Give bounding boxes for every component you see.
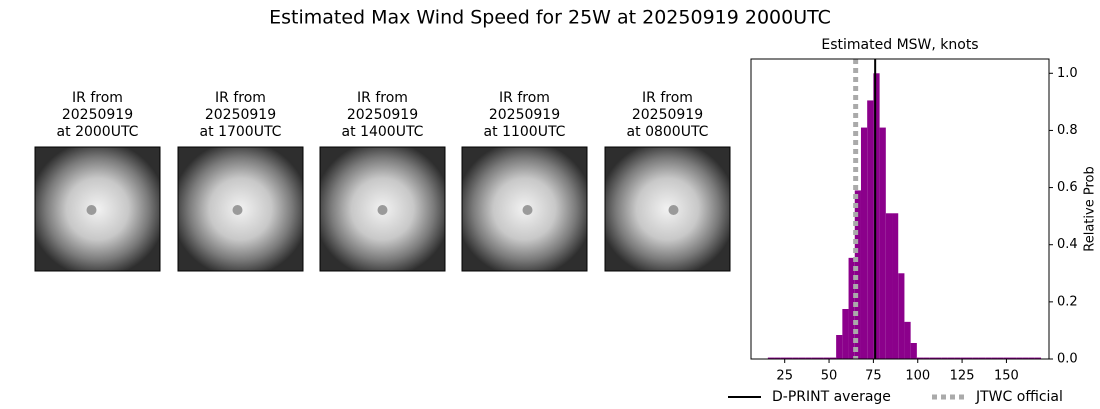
y-tick-label: 1.0	[1057, 66, 1078, 81]
hist-bar	[935, 357, 942, 359]
hist-bar	[941, 357, 948, 359]
y-tick-label: 0.8	[1057, 123, 1078, 138]
panel-label: 20250919	[632, 107, 703, 123]
hist-bar	[829, 357, 837, 359]
panel-label: 20250919	[347, 107, 418, 123]
panel-label: IR from	[499, 90, 550, 106]
panel-label: IR from	[642, 90, 693, 106]
hist-bar	[997, 357, 1004, 359]
hist-bar	[805, 357, 812, 359]
panel-label: at 1400UTC	[342, 124, 424, 140]
hist-bar	[823, 357, 830, 359]
hist-bar	[1003, 357, 1010, 359]
hist-bar	[854, 190, 861, 359]
y-tick-label: 0.6	[1057, 180, 1078, 195]
y-axis-label: Relative Prob	[1083, 166, 1098, 251]
hist-bar	[811, 357, 818, 359]
hist-bar	[947, 357, 955, 359]
y-tick-label: 0.2	[1057, 294, 1078, 309]
hist-bar	[767, 357, 775, 359]
hist-bar	[792, 357, 799, 359]
panel-label: IR from	[72, 90, 123, 106]
hist-bar	[786, 357, 793, 359]
hist-bar	[1028, 357, 1035, 359]
hist-bar	[898, 273, 905, 359]
hist-bar	[991, 357, 998, 359]
x-tick-label: 50	[821, 369, 838, 384]
hist-bar	[867, 100, 874, 359]
hist-bar	[910, 343, 917, 359]
hist-bar	[879, 127, 886, 359]
panel-label: 20250919	[62, 107, 133, 123]
figure-title: Estimated Max Wind Speed for 25W at 2025…	[269, 7, 831, 29]
x-tick-label: 100	[905, 369, 930, 384]
hist-bar	[1022, 357, 1029, 359]
hist-bar	[923, 357, 930, 359]
chart-title: Estimated MSW, knots	[821, 37, 978, 53]
ir-image	[604, 146, 731, 272]
storm-eye	[668, 205, 679, 215]
panel-label: at 1100UTC	[484, 124, 566, 140]
panel-label: IR from	[357, 90, 408, 106]
panel-label: at 1700UTC	[200, 124, 282, 140]
x-tick-label: 25	[776, 369, 793, 384]
hist-bar	[929, 357, 936, 359]
hist-bar	[978, 357, 986, 359]
y-tick-label: 0.0	[1057, 352, 1078, 367]
hist-bar	[985, 357, 992, 359]
hist-bar	[836, 335, 843, 359]
hist-bar	[966, 357, 973, 359]
storm-eye	[232, 205, 243, 215]
panel-label: 20250919	[205, 107, 276, 123]
x-tick-label: 125	[950, 369, 975, 384]
hist-bar	[774, 357, 781, 359]
storm-eye	[86, 205, 97, 215]
hist-bar	[960, 357, 967, 359]
hist-bar	[1034, 357, 1042, 359]
legend-label: D-PRINT average	[772, 389, 891, 405]
histogram: 25 50 75 100 125 150 0.0 0.2 0.4 0.6 0.8 1.0 Estimat…	[728, 37, 1098, 405]
hist-bar	[1016, 357, 1023, 359]
panel-label: 20250919	[489, 107, 560, 123]
hist-bar	[972, 357, 979, 359]
hist-bar	[798, 357, 806, 359]
hist-bar	[848, 257, 855, 359]
x-tick-label: 150	[994, 369, 1019, 384]
hist-bar	[954, 357, 961, 359]
ir-image	[34, 146, 161, 272]
y-tick-label: 0.4	[1057, 237, 1078, 252]
hist-bar	[842, 309, 849, 359]
hist-bar	[1009, 357, 1017, 359]
hist-bar	[873, 73, 880, 360]
hist-bar	[904, 321, 911, 359]
hist-bar	[860, 127, 868, 359]
hist-bar	[817, 357, 824, 359]
plot-frame	[750, 58, 1050, 360]
hist-bar	[780, 357, 787, 359]
hist-bar	[885, 213, 893, 359]
storm-eye	[522, 205, 533, 215]
legend-label: JTWC official	[975, 389, 1063, 405]
panel-label: at 2000UTC	[57, 124, 139, 140]
storm-eye	[377, 205, 388, 215]
panel-label: at 0800UTC	[627, 124, 709, 140]
hist-bar	[916, 357, 924, 359]
x-tick-label: 75	[865, 369, 882, 384]
panel-label: IR from	[215, 90, 266, 106]
hist-bar	[892, 213, 899, 359]
